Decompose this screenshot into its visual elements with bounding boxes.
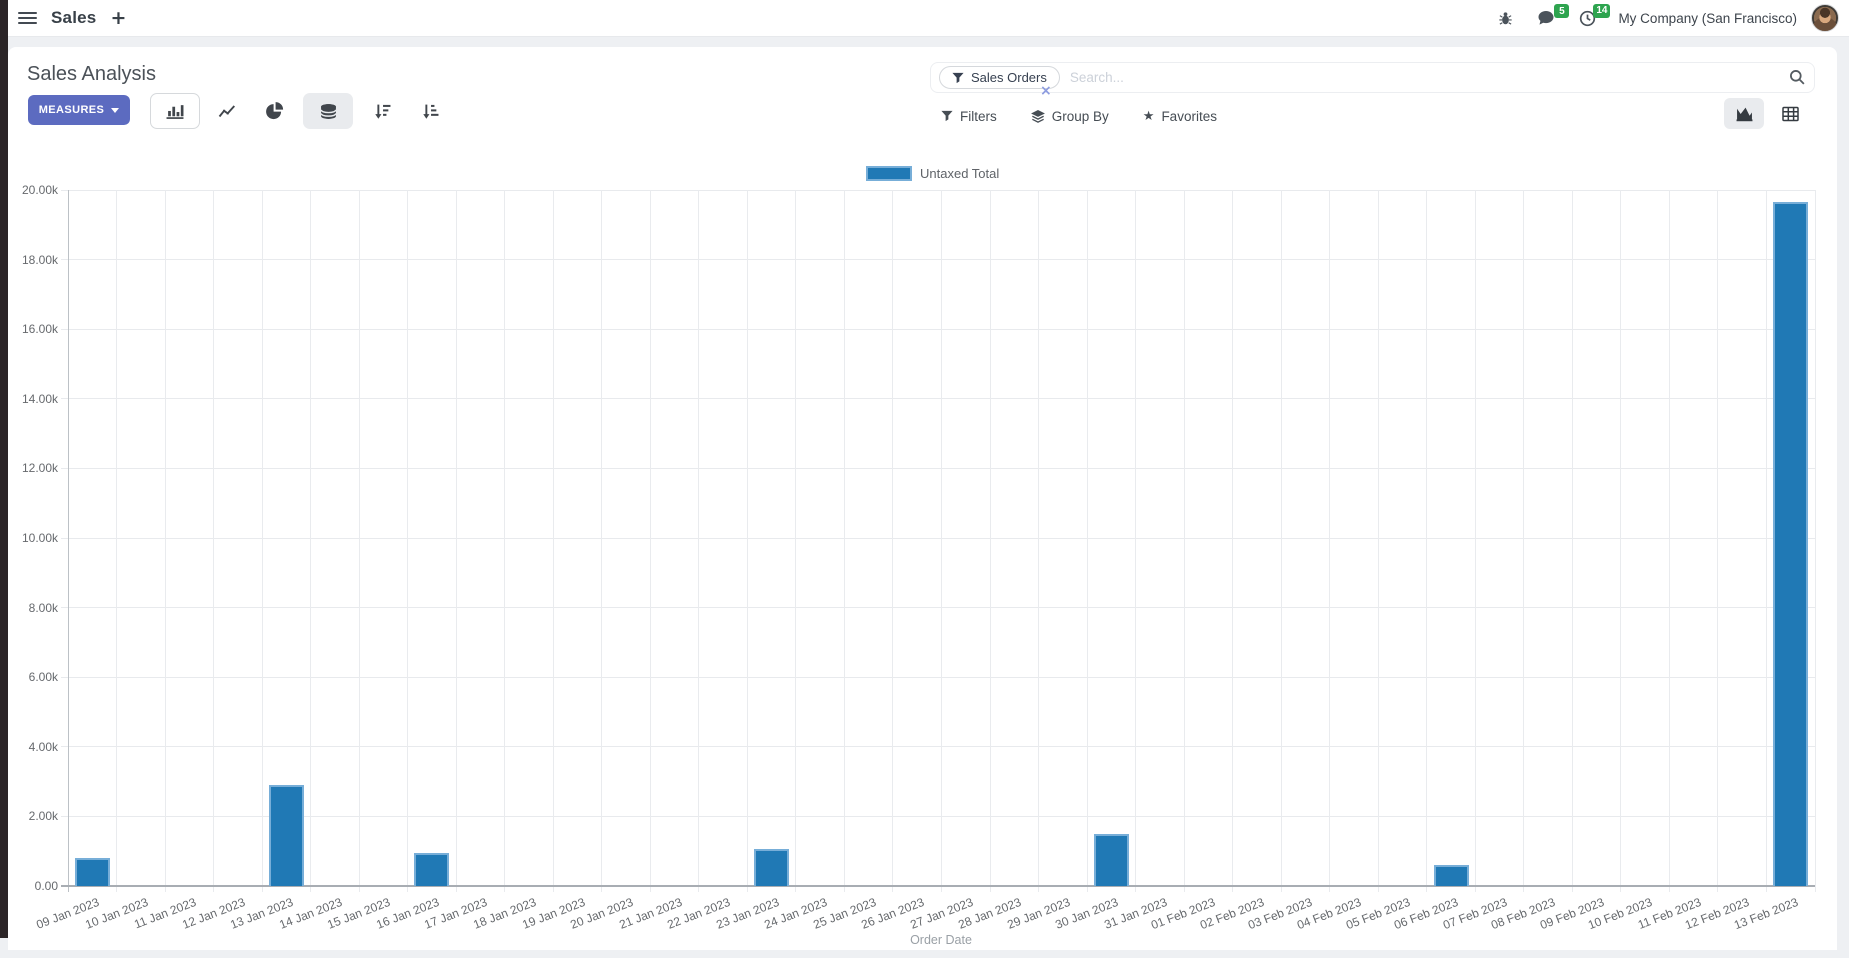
line-chart-icon bbox=[218, 105, 236, 118]
filter-funnel-icon bbox=[941, 110, 953, 122]
legend-label: Untaxed Total bbox=[920, 166, 1000, 181]
measures-button[interactable]: MEASURES bbox=[28, 95, 130, 125]
activities-clock-icon[interactable]: 14 bbox=[1567, 3, 1611, 33]
content-panel bbox=[8, 47, 1837, 950]
window-left-edge bbox=[0, 0, 8, 938]
search-bar[interactable]: Sales Orders bbox=[930, 62, 1815, 93]
stacked-toggle-button[interactable] bbox=[303, 93, 353, 129]
sort-descending-button[interactable] bbox=[357, 93, 407, 129]
activities-badge: 14 bbox=[1593, 3, 1611, 18]
group-by-button[interactable]: Group By bbox=[1030, 108, 1109, 124]
pivot-table-icon bbox=[1781, 106, 1799, 121]
chart-bar[interactable] bbox=[1433, 865, 1469, 886]
area-chart-icon bbox=[1736, 107, 1752, 121]
filter-funnel-icon bbox=[952, 72, 964, 83]
filters-label: Filters bbox=[960, 108, 997, 124]
sort-ascending-icon bbox=[422, 104, 438, 119]
measures-label: MEASURES bbox=[38, 104, 105, 116]
search-facet-label: Sales Orders bbox=[971, 70, 1047, 85]
graph-view-switch-button[interactable] bbox=[1724, 98, 1764, 129]
chart-bar[interactable] bbox=[1773, 202, 1809, 886]
chart-bar[interactable] bbox=[74, 858, 110, 886]
search-facet[interactable]: Sales Orders bbox=[939, 66, 1060, 89]
page-title: Sales Analysis bbox=[27, 63, 156, 85]
chart-bar[interactable] bbox=[414, 852, 450, 886]
chart-bar[interactable] bbox=[1093, 833, 1129, 886]
chart-bar[interactable] bbox=[754, 849, 790, 886]
favorites-label: Favorites bbox=[1161, 108, 1217, 124]
favorites-button[interactable]: ★ Favorites bbox=[1143, 109, 1217, 124]
search-input[interactable] bbox=[1067, 69, 1789, 86]
layers-icon bbox=[1030, 109, 1045, 123]
user-avatar[interactable] bbox=[1811, 4, 1839, 32]
bar-chart-view-button[interactable] bbox=[150, 93, 200, 129]
search-icon[interactable] bbox=[1789, 69, 1806, 86]
pie-chart-icon bbox=[266, 102, 284, 120]
messages-badge: 5 bbox=[1554, 4, 1570, 18]
caret-down-icon bbox=[111, 107, 120, 113]
sort-descending-icon bbox=[374, 104, 390, 119]
star-icon: ★ bbox=[1142, 108, 1155, 124]
company-switcher[interactable]: My Company (San Francisco) bbox=[1618, 10, 1797, 26]
top-navbar: Sales + 5 14 My Company (San Francisco) bbox=[8, 0, 1849, 37]
chart-legend[interactable]: Untaxed Total bbox=[866, 166, 999, 181]
database-icon bbox=[319, 103, 337, 119]
pivot-view-switch-button[interactable] bbox=[1770, 98, 1810, 129]
apps-menu-icon[interactable] bbox=[18, 11, 37, 25]
messages-icon[interactable]: 5 bbox=[1525, 4, 1570, 32]
line-chart-view-button[interactable] bbox=[202, 93, 252, 129]
app-name-menu[interactable]: Sales bbox=[51, 8, 97, 27]
sort-ascending-button[interactable] bbox=[405, 93, 455, 129]
pie-chart-view-button[interactable] bbox=[250, 93, 300, 129]
chart-bar[interactable] bbox=[268, 785, 304, 886]
search-options-bar: Filters Group By ★ Favorites bbox=[941, 106, 1217, 126]
remove-facet-icon[interactable]: × bbox=[1040, 83, 1052, 99]
plus-icon[interactable]: + bbox=[110, 6, 127, 29]
x-axis-title: Order Date bbox=[910, 933, 972, 947]
filters-button[interactable]: Filters bbox=[941, 109, 997, 124]
group-by-label: Group By bbox=[1051, 108, 1109, 124]
bar-chart-icon bbox=[166, 104, 184, 119]
legend-swatch bbox=[866, 166, 912, 181]
debug-bug-icon[interactable] bbox=[1486, 5, 1525, 32]
